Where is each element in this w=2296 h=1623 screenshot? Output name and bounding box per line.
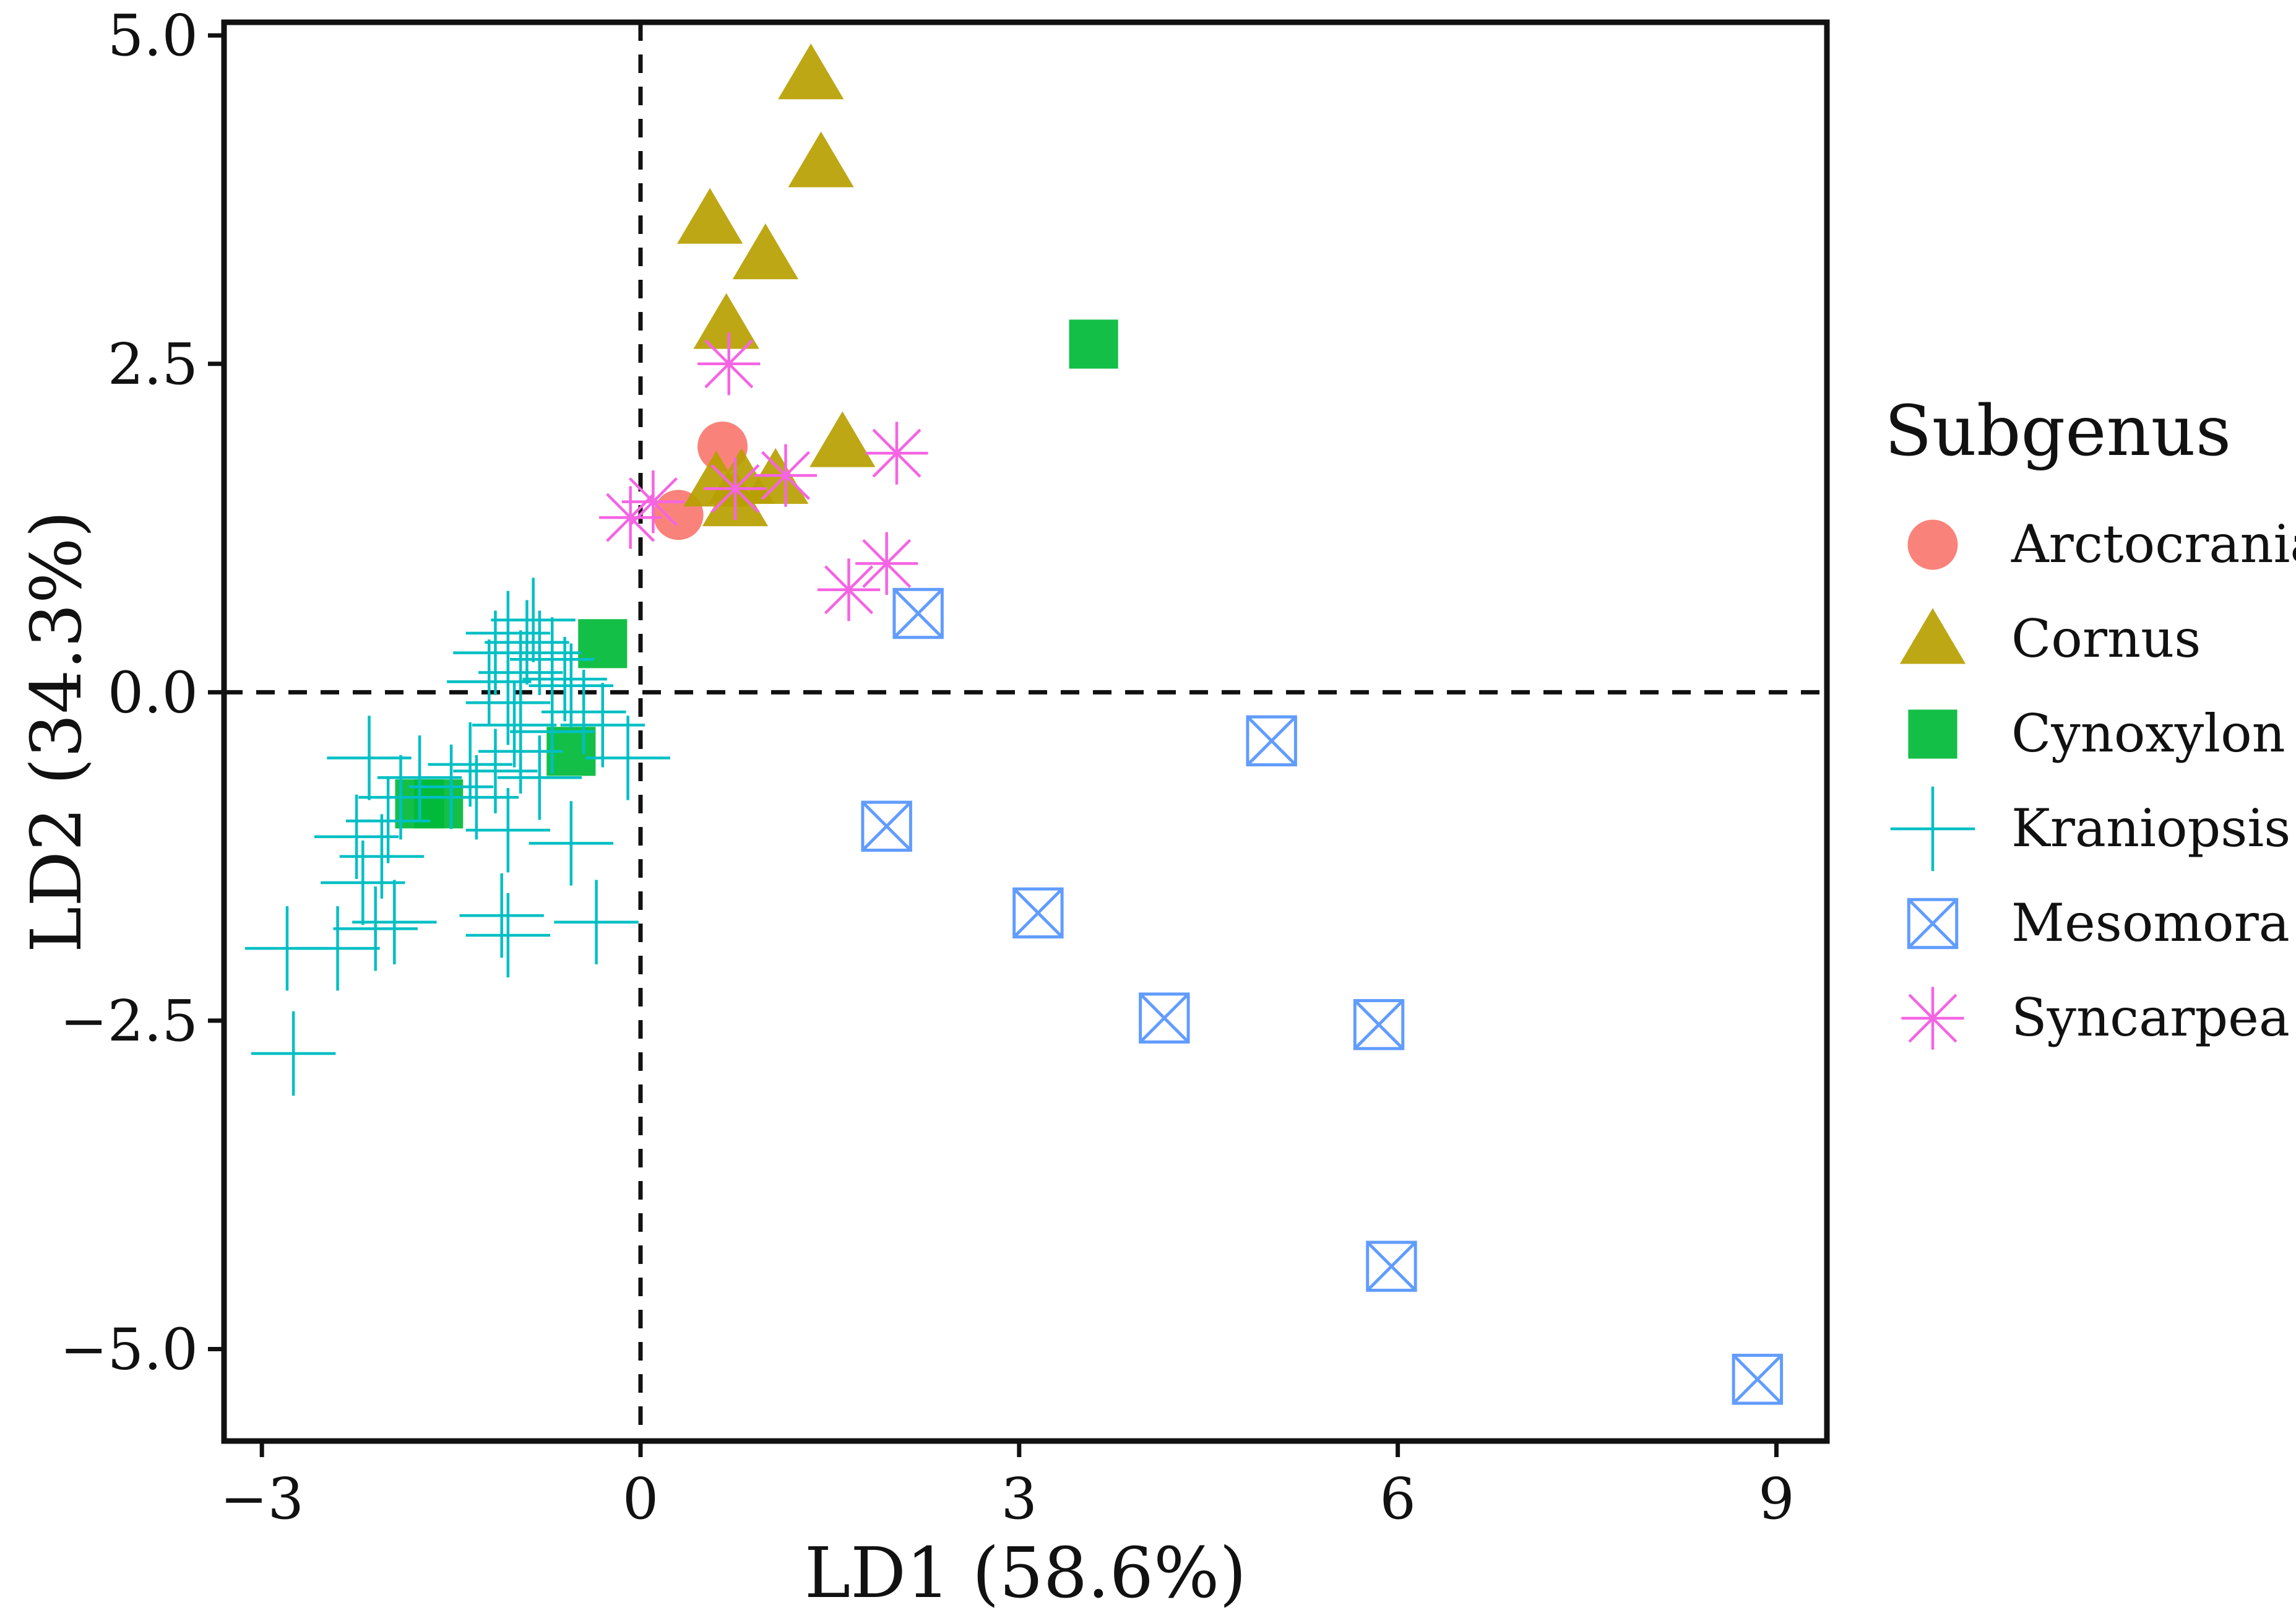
data-point-kraniopsis [585,716,670,800]
legend-swatch-arctocrania [1907,519,1958,570]
data-point-kraniopsis [529,801,614,886]
data-point-mesomora [1353,999,1405,1050]
data-point-kraniopsis [478,630,563,715]
data-point-kraniopsis [358,755,443,840]
x-axis-ticks: −3 0 3 6 9 [220,1441,1795,1532]
y-axis-ticks: 5.0 2.5 0.0 −2.5 −5.0 [60,2,224,1382]
y-tick-label: 2.5 [108,331,198,397]
legend-item-syncarpea: Syncarpea [1901,987,2290,1050]
data-point-kraniopsis [333,886,418,971]
y-tick-label: 0.0 [108,659,198,725]
data-point-kraniopsis [314,794,399,879]
data-point-cynoxylon [1069,319,1118,369]
data-point-kraniopsis [352,880,437,964]
data-point-cornus [788,131,854,188]
data-point-kraniopsis [497,735,582,820]
data-point-kraniopsis [510,617,595,702]
data-point-kraniopsis [465,787,551,873]
y-axis-title: LD2 (34.3%) [17,511,97,953]
data-point-kraniopsis [251,1011,336,1096]
legend-label: Mesomora [2011,893,2290,953]
legend-label: Cornus [2011,608,2201,669]
data-point-kraniopsis [491,578,576,662]
data-point-syncarpea [855,532,918,595]
legend-swatch-cynoxylon [1908,709,1957,759]
data-point-kraniopsis [478,709,563,794]
data-point-syncarpea [817,558,881,621]
series-kraniopsis [244,578,670,1096]
legend-title: Subgenus [1884,391,2231,472]
series-syncarpea [599,332,928,621]
legend-item-kraniopsis: Kraniopsis [1890,786,2290,872]
x-tick-label: 3 [1001,1466,1038,1532]
x-tick-label: 6 [1379,1466,1416,1532]
data-point-kraniopsis [465,893,551,978]
legend-items: Arctocrania Cornus Cynoxylon Kraniopsis Meso… [1890,514,2296,1050]
data-point-kraniopsis [522,636,607,722]
data-point-syncarpea [704,457,767,520]
data-point-cornus [809,411,876,467]
data-point-kraniopsis [485,600,569,685]
data-points [244,43,1784,1405]
legend-label: Cynoxylon [2011,703,2285,764]
data-point-kraniopsis [453,729,538,813]
data-point-mesomora [1012,887,1064,939]
legend-swatch-syncarpea [1901,987,1964,1050]
data-point-kraniopsis [554,880,639,964]
data-point-kraniopsis [408,744,494,829]
legend-swatch-cornus [1899,608,1966,664]
data-point-cynoxylon [578,619,628,669]
data-point-kraniopsis [434,755,519,840]
x-axis-title: LD1 (58.6%) [805,1533,1246,1614]
x-tick-label: 0 [623,1466,659,1532]
data-point-kraniopsis [428,722,512,807]
data-point-cornus [732,223,799,280]
plot-frame [221,19,1830,1444]
data-point-mesomora [892,587,944,639]
data-point-kraniopsis [339,814,425,899]
data-point-kraniopsis [321,840,405,925]
data-point-kraniopsis [472,683,557,768]
x-tick-label: 9 [1758,1466,1795,1532]
data-point-mesomora [1732,1354,1784,1405]
data-point-mesomora [1366,1240,1417,1292]
legend-swatch-kraniopsis [1890,786,1975,872]
data-point-kraniopsis [345,779,431,863]
data-point-kraniopsis [529,643,614,728]
data-point-cornus [677,188,743,244]
data-point-cornus [693,293,759,349]
legend-item-cynoxylon: Cynoxylon [1908,703,2285,764]
data-point-mesomora [861,800,912,852]
legend-item-arctocrania: Arctocrania [1907,514,2296,574]
legend: Subgenus Arctocrania Cornus Cynoxylon Krani… [1884,391,2296,1050]
y-tick-label: 5.0 [108,2,198,69]
data-point-kraniopsis [542,669,626,755]
y-tick-label: −2.5 [60,988,198,1054]
series-mesomora [861,587,1784,1405]
x-tick-label: −3 [220,1466,304,1532]
data-point-kraniopsis [465,660,551,745]
data-point-cornus [778,43,844,100]
data-point-syncarpea [865,422,928,485]
data-point-mesomora [1246,715,1297,767]
legend-item-cornus: Cornus [1899,608,2201,669]
data-point-kraniopsis [447,639,532,724]
data-point-kraniopsis [377,735,462,820]
data-point-mesomora [1139,992,1190,1044]
data-point-syncarpea [754,444,818,507]
data-point-kraniopsis [327,716,412,800]
legend-item-mesomora: Mesomora [1907,893,2290,953]
data-point-syncarpea [621,470,684,534]
legend-label: Arctocrania [2011,514,2296,574]
data-point-kraniopsis [560,683,645,768]
data-point-kraniopsis [244,906,330,991]
legend-label: Kraniopsis [2011,798,2290,859]
data-point-syncarpea [697,332,761,396]
legend-swatch-mesomora [1907,898,1959,950]
data-point-kraniopsis [459,873,544,958]
y-tick-label: −5.0 [60,1316,198,1382]
legend-label: Syncarpea [2011,987,2290,1048]
data-point-kraniopsis [510,689,595,774]
